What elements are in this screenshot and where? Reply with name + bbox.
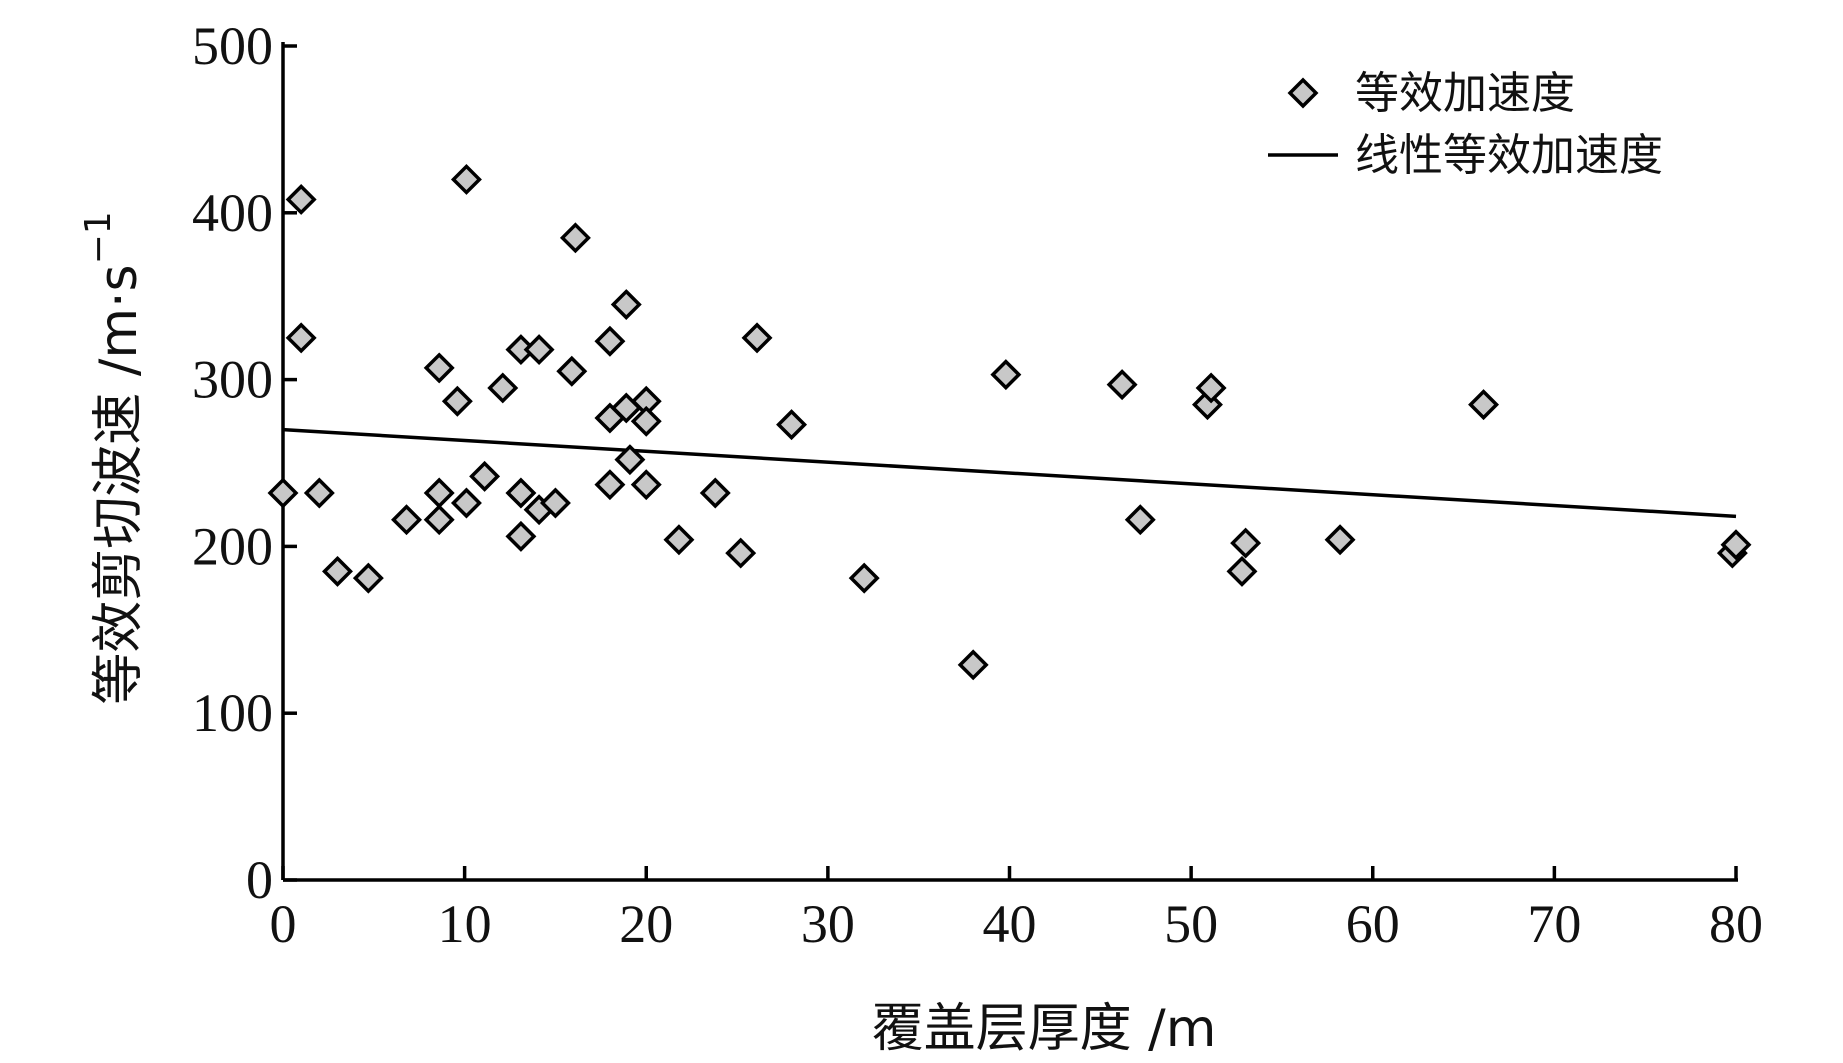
data-point [663, 524, 695, 556]
data-point [423, 477, 455, 509]
data-points [267, 163, 1752, 681]
data-point [630, 469, 662, 501]
x-tick-label: 0 [270, 894, 297, 954]
data-point [1124, 504, 1156, 536]
data-point [1468, 389, 1500, 421]
y-tick-label: 200 [192, 516, 273, 576]
x-axis-title: 覆盖层厚度 /m [872, 999, 1217, 1059]
y-tick-label: 500 [192, 16, 273, 76]
ticks: 0 10 20 30 40 50 60 70 80 0 100 200 300 400 500 [192, 16, 1763, 954]
legend: 等效加速度 线性等效加速度 [1268, 68, 1663, 181]
data-point [1230, 527, 1262, 559]
data-point [322, 555, 353, 587]
x-tick-label: 60 [1346, 894, 1400, 954]
fit-line [282, 427, 1737, 519]
data-point [352, 562, 384, 594]
data-point [614, 444, 646, 476]
data-point [990, 359, 1022, 391]
data-point [556, 355, 588, 387]
data-point [741, 322, 773, 354]
y-tick-label: 300 [192, 350, 273, 410]
y-axis-title-text: 等效剪切波速 /m·s [89, 264, 149, 704]
data-point [487, 372, 519, 404]
data-point [1720, 529, 1752, 561]
legend-marker-diamond [1287, 77, 1319, 109]
x-tick-label: 50 [1164, 894, 1218, 954]
y-tick-label: 100 [192, 683, 273, 743]
data-point [610, 289, 642, 321]
y-tick-label: 0 [246, 850, 273, 910]
data-point [505, 477, 537, 509]
x-tick-label: 20 [619, 894, 673, 954]
fit-line-layer [282, 427, 1737, 519]
data-point [441, 385, 473, 417]
data-point [303, 477, 335, 509]
data-point [1195, 372, 1227, 404]
data-point [423, 504, 455, 536]
data-point [450, 487, 482, 519]
data-point [267, 477, 299, 509]
data-point [523, 334, 555, 366]
y-tick-label: 400 [192, 183, 273, 243]
data-point [594, 469, 626, 501]
legend-label-scatter: 等效加速度 [1355, 68, 1575, 119]
data-point [559, 222, 591, 254]
data-point [699, 477, 731, 509]
x-tick-label: 70 [1527, 894, 1581, 954]
data-point [725, 537, 757, 569]
data-point [450, 163, 482, 195]
data-point [539, 487, 571, 519]
svg-text:等效剪切波速 /m·s−1: 等效剪切波速 /m·s−1 [78, 211, 149, 704]
data-point [776, 409, 808, 441]
data-point [505, 520, 537, 552]
y-axis-title-superscript: −1 [78, 211, 119, 264]
data-point [1324, 524, 1356, 556]
data-point [423, 352, 455, 384]
x-tick-label: 30 [801, 894, 855, 954]
x-tick-label: 10 [438, 894, 492, 954]
y-axis-title: 等效剪切波速 /m·s−1 [78, 211, 149, 704]
legend-label-line: 线性等效加速度 [1355, 130, 1663, 181]
data-point [469, 460, 501, 492]
data-point [1106, 369, 1138, 401]
data-point [630, 405, 662, 437]
x-tick-label: 80 [1709, 894, 1763, 954]
x-tick-label: 40 [983, 894, 1037, 954]
data-point [1226, 555, 1258, 587]
data-point [391, 504, 422, 536]
data-point [285, 322, 317, 354]
data-point [594, 325, 626, 357]
data-point [848, 562, 880, 594]
data-point [285, 183, 317, 215]
data-point [957, 649, 989, 681]
